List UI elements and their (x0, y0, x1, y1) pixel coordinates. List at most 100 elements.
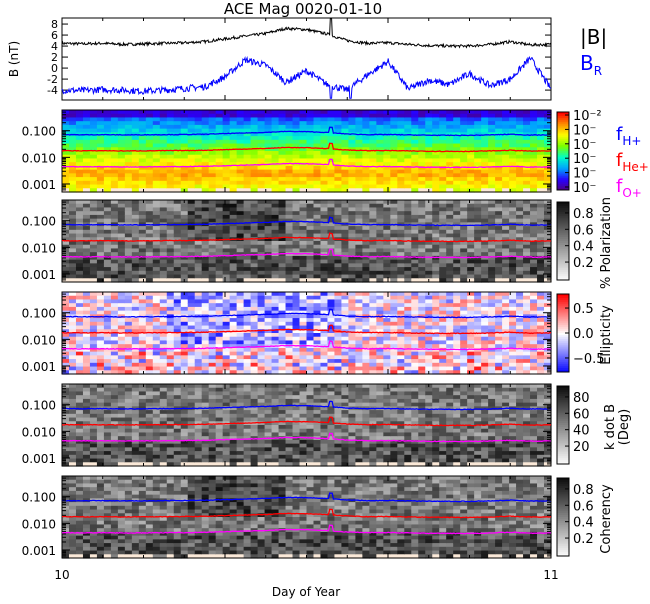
heatmap-cell (139, 352, 147, 356)
heatmap-cell (97, 245, 105, 249)
heatmap-cell (160, 311, 168, 315)
heatmap-cell (125, 252, 133, 256)
heatmap-cell (432, 230, 440, 234)
heatmap-cell (460, 307, 468, 311)
heatmap-cell (544, 363, 552, 367)
heatmap-cell (383, 326, 391, 330)
heatmap-cell (167, 207, 175, 211)
heatmap-cell (404, 337, 412, 341)
heatmap-cell (474, 140, 482, 144)
heatmap-cell (362, 114, 370, 118)
heatmap-cell (272, 333, 280, 337)
heatmap-cell (460, 144, 468, 148)
heatmap-cell (327, 245, 335, 249)
heatmap-cell (467, 117, 475, 121)
heatmap-cell (62, 125, 70, 129)
heatmap-cell (530, 200, 538, 204)
heatmap-cell (439, 296, 447, 300)
heatmap-cell (265, 177, 273, 181)
heatmap-cell (146, 307, 154, 311)
heatmap-cell (132, 204, 140, 208)
heatmap-cell (530, 185, 538, 189)
heatmap-cell (174, 245, 182, 249)
heatmap-cell (488, 296, 496, 300)
heatmap-cell (307, 132, 315, 136)
heatmap-cell (516, 140, 524, 144)
heatmap-cell (153, 173, 161, 177)
heatmap-cell (230, 207, 238, 211)
heatmap-cell (516, 207, 524, 211)
heatmap-cell (418, 110, 426, 114)
heatmap-cell (223, 311, 231, 315)
heatmap-cell (272, 230, 280, 234)
colorbar-tick-label: 10⁻ (573, 138, 596, 153)
heatmap-cell (97, 322, 105, 326)
heatmap-cell (418, 219, 426, 223)
heatmap-cell (132, 121, 140, 125)
heatmap-cell (474, 110, 482, 114)
heatmap-cell (488, 110, 496, 114)
heatmap-cell (167, 155, 175, 159)
heatmap-cell (202, 263, 210, 267)
heatmap-cell (90, 352, 98, 356)
heatmap-cell (230, 359, 238, 363)
heatmap-cell (327, 207, 335, 211)
heatmap-cell (153, 352, 161, 356)
heatmap-cell (279, 211, 287, 215)
heatmap-cell (153, 275, 161, 279)
colorbar-label: % Polarization (599, 197, 614, 289)
heatmap-cell (230, 367, 238, 371)
heatmap-cell (425, 155, 433, 159)
heatmap-cell (265, 114, 273, 118)
heatmap-cell (369, 226, 377, 230)
heatmap-cell (125, 181, 133, 185)
heatmap-cell (195, 322, 203, 326)
heatmap-cell (132, 230, 140, 234)
heatmap-cell (97, 352, 105, 356)
heatmap-cell (425, 344, 433, 348)
heatmap-cell (327, 117, 335, 121)
heatmap-cell (474, 144, 482, 148)
heatmap-cell (474, 219, 482, 223)
heatmap-cell (327, 352, 335, 356)
heatmap-cell (174, 352, 182, 356)
heatmap-cell (446, 340, 454, 344)
heatmap-cell (474, 158, 482, 162)
heatmap-cell (432, 252, 440, 256)
heatmap-cell (160, 299, 168, 303)
heatmap-cell (348, 333, 356, 337)
heatmap-cell (502, 241, 510, 245)
heatmap-cell (341, 363, 349, 367)
heatmap-cell (467, 318, 475, 322)
heatmap-cell (97, 267, 105, 271)
heatmap-cell (279, 173, 287, 177)
heatmap-cell (411, 363, 419, 367)
heatmap-cell (202, 151, 210, 155)
heatmap-cell (348, 263, 356, 267)
heatmap-cell (258, 299, 266, 303)
heatmap-cell (425, 144, 433, 148)
heatmap-cell (523, 114, 531, 118)
heatmap-cell (293, 140, 301, 144)
heatmap-cell (334, 140, 342, 144)
heatmap-cell (181, 248, 189, 252)
heatmap-cell (397, 207, 405, 211)
heatmap-cell (300, 260, 308, 264)
heatmap-cell (69, 260, 77, 264)
heatmap-cell (251, 241, 259, 245)
heatmap-cell (153, 263, 161, 267)
heatmap-cell (481, 204, 489, 208)
heatmap-cell (425, 271, 433, 275)
heatmap-cell (320, 125, 328, 129)
heatmap-cell (355, 181, 363, 185)
heatmap-cell (230, 177, 238, 181)
heatmap-cell (369, 359, 377, 363)
heatmap-cell (327, 136, 335, 140)
heatmap-cell (383, 271, 391, 275)
heatmap-cell (132, 162, 140, 166)
heatmap-cell (286, 114, 294, 118)
heatmap-cell (146, 144, 154, 148)
heatmap-cell (439, 215, 447, 219)
heatmap-cell (181, 352, 189, 356)
heatmap-cell (111, 226, 119, 230)
